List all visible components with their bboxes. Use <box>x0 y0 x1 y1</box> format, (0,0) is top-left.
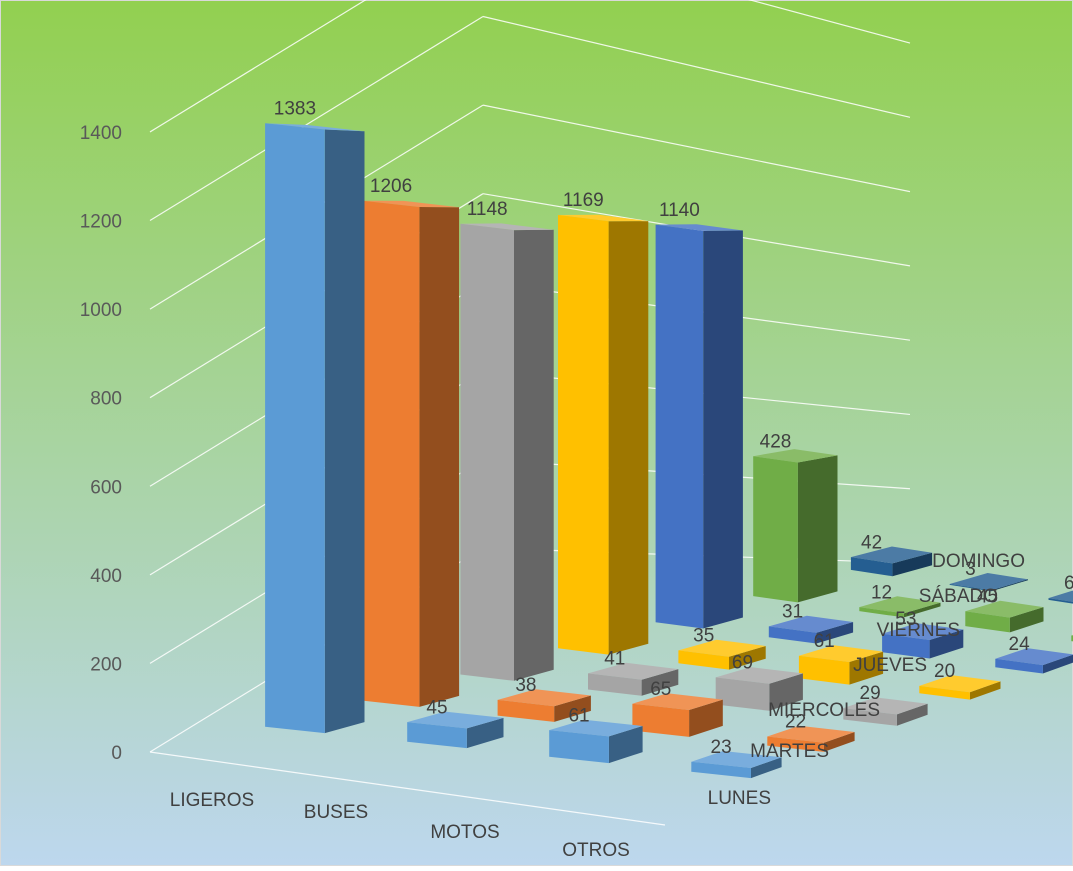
y-tick-label: 600 <box>90 477 122 498</box>
bar-side-face <box>325 130 365 734</box>
bar-front-face <box>656 225 704 629</box>
series-label: MARTES <box>750 741 829 762</box>
data-label: 41 <box>604 649 625 670</box>
data-label: 35 <box>693 626 714 647</box>
data-label: 69 <box>732 653 753 674</box>
y-tick-label: 200 <box>90 654 122 675</box>
series-label: VIERNES <box>877 620 960 641</box>
bar <box>549 720 642 763</box>
bar-side-face <box>798 455 838 602</box>
bar <box>460 223 553 680</box>
y-tick-label: 1200 <box>80 212 122 233</box>
data-label: 20 <box>934 661 955 682</box>
data-label: 428 <box>760 431 792 452</box>
category-label: MOTOS <box>430 822 499 843</box>
y-tick-label: 1400 <box>80 123 122 144</box>
series-label: SÁBADO <box>919 586 998 607</box>
bar-side-face <box>703 231 743 629</box>
data-label: 1140 <box>659 200 700 221</box>
bar-front-face <box>460 224 514 681</box>
y-tick-label: 0 <box>111 743 122 764</box>
data-label: 38 <box>515 675 536 696</box>
series-label: MIERCOLES <box>768 700 880 721</box>
data-label: 65 <box>650 679 671 700</box>
y-tick-label: 1000 <box>80 300 122 321</box>
category-label: BUSES <box>304 802 368 823</box>
data-label: 31 <box>782 602 803 623</box>
data-label: 24 <box>1009 634 1031 655</box>
bar-front-face <box>363 201 420 707</box>
bar <box>656 224 743 628</box>
data-label: 1169 <box>563 190 604 211</box>
bar <box>558 215 648 655</box>
data-label: 61 <box>568 705 589 726</box>
y-tick-label: 800 <box>90 389 122 410</box>
bar-side-face <box>514 230 554 681</box>
bar <box>753 449 837 602</box>
series-label: DOMINGO <box>932 551 1025 572</box>
data-label: 1383 <box>274 98 316 119</box>
data-label: 42 <box>861 532 882 553</box>
bar-front-face <box>265 123 325 733</box>
bar-side-face <box>419 207 459 707</box>
bar-front-face <box>753 456 798 602</box>
data-label: 12 <box>871 582 892 603</box>
y-tick-label: 400 <box>90 566 122 587</box>
series-label: JUEVES <box>853 655 927 676</box>
category-label: LIGEROS <box>170 790 254 811</box>
category-label: OTROS <box>562 840 630 861</box>
data-label: 1148 <box>467 199 508 220</box>
data-label: 1206 <box>370 176 412 197</box>
data-label: 6 <box>1064 573 1073 594</box>
bar-side-face <box>609 221 649 654</box>
data-label: 45 <box>426 697 447 718</box>
bar <box>363 201 459 707</box>
bar-front-face <box>558 215 609 655</box>
series-label: LUNES <box>708 788 771 809</box>
bar <box>265 123 364 733</box>
data-label: 61 <box>814 631 835 652</box>
data-label: 23 <box>711 737 732 758</box>
